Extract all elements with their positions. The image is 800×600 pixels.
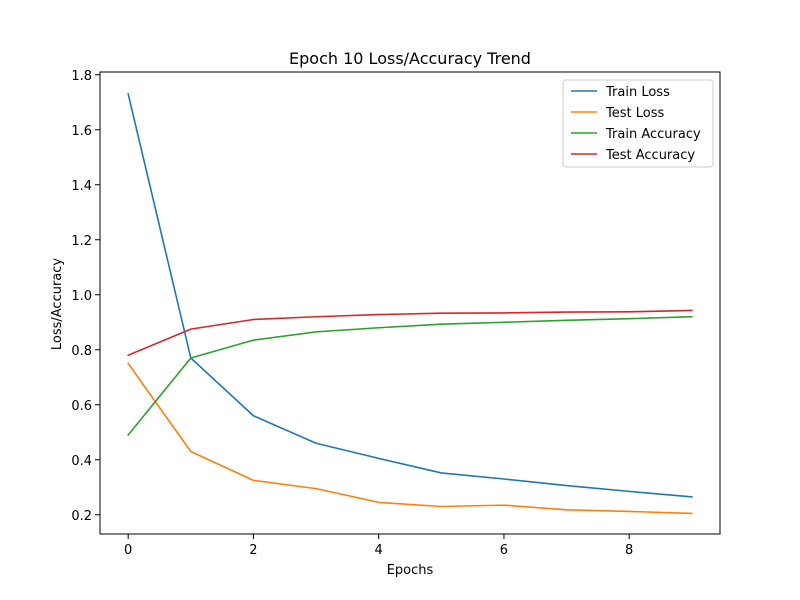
legend-label-test-loss: Test Loss: [605, 106, 664, 121]
legend: Train Loss Test Loss Train Accuracy Test Ac…: [562, 79, 714, 168]
axes-frame: [99, 71, 721, 535]
y-axis-ticks: 0.2 0.4 0.6 0.8 1.0 1.2 1.4 1.6 1.8: [71, 69, 100, 524]
y-tick-label: 1.8: [71, 69, 92, 84]
y-tick-label: 1.2: [71, 234, 92, 249]
y-tick-label: 0.2: [71, 509, 92, 524]
x-tick-label: 0: [124, 543, 132, 558]
y-tick-label: 0.8: [71, 344, 92, 359]
legend-items: Train Loss Test Loss Train Accuracy Test Ac…: [571, 85, 701, 163]
y-tick-label: 0.4: [71, 454, 92, 469]
y-axis-label: Loss/Accuracy: [50, 258, 65, 351]
series-line-train-loss: [127, 93, 693, 498]
series-line-train-accuracy: [127, 315, 693, 437]
y-tick-label: 0.6: [71, 399, 92, 414]
chart-title: Epoch 10 Loss/Accuracy Trend: [289, 49, 531, 68]
legend-box: [562, 79, 714, 168]
legend-label-train-loss: Train Loss: [605, 85, 670, 100]
x-axis-ticks: 0 2 4 6 8: [124, 534, 633, 558]
legend-label-test-accuracy: Test Accuracy: [605, 148, 695, 163]
y-tick-label: 1.4: [71, 179, 92, 194]
x-tick-label: 8: [625, 543, 633, 558]
x-tick-label: 6: [500, 543, 508, 558]
x-tick-label: 2: [249, 543, 257, 558]
y-tick-label: 1.0: [71, 289, 92, 304]
y-tick-label: 1.6: [71, 124, 92, 139]
series-line-test-loss: [127, 362, 693, 515]
series-line-test-accuracy: [127, 309, 693, 357]
series-layer: [127, 93, 693, 515]
x-axis-label: Epochs: [387, 563, 434, 578]
legend-label-train-accuracy: Train Accuracy: [605, 127, 701, 142]
plot-area: 0 2 4 6 8 0.2 0.4 0.6 0.8 1.0 1.2 1.4 1.6 1.8: [71, 69, 721, 558]
x-tick-label: 4: [375, 543, 383, 558]
